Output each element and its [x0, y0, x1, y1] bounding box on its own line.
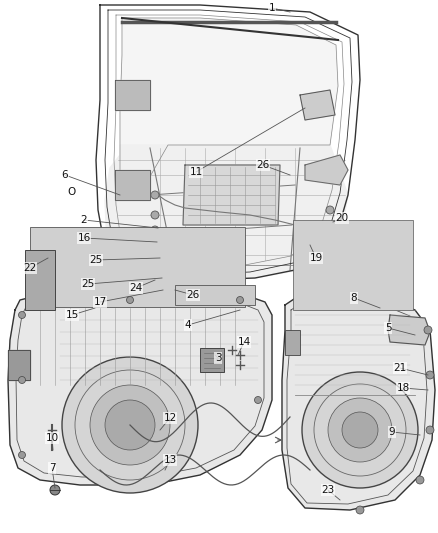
Circle shape [426, 371, 434, 379]
Circle shape [105, 400, 155, 450]
Text: 20: 20 [336, 213, 349, 223]
Text: 18: 18 [396, 383, 410, 393]
Text: 16: 16 [78, 233, 91, 243]
Text: 10: 10 [46, 433, 59, 443]
Polygon shape [388, 315, 430, 345]
Bar [25, 250, 55, 310]
Text: 3: 3 [215, 353, 221, 363]
Circle shape [18, 311, 25, 319]
Text: 8: 8 [351, 293, 357, 303]
Circle shape [62, 357, 198, 493]
Bar [285, 330, 300, 355]
Circle shape [151, 191, 159, 199]
Text: 17: 17 [93, 297, 106, 307]
Circle shape [426, 426, 434, 434]
Text: 25: 25 [89, 255, 102, 265]
Circle shape [127, 296, 134, 303]
Text: O: O [67, 187, 75, 197]
Text: 15: 15 [65, 310, 79, 320]
Polygon shape [300, 90, 335, 120]
Circle shape [237, 296, 244, 303]
Circle shape [356, 506, 364, 514]
Bar [293, 220, 413, 310]
Text: 11: 11 [189, 167, 203, 177]
Circle shape [18, 451, 25, 458]
Circle shape [302, 372, 418, 488]
Polygon shape [105, 145, 348, 280]
Text: 7: 7 [49, 463, 55, 473]
Text: 21: 21 [393, 363, 406, 373]
Circle shape [321, 231, 329, 239]
Circle shape [424, 326, 432, 334]
Text: 22: 22 [23, 263, 37, 273]
Polygon shape [115, 170, 150, 200]
Circle shape [328, 398, 392, 462]
Polygon shape [120, 18, 338, 190]
Text: 13: 13 [163, 455, 177, 465]
Polygon shape [8, 350, 30, 380]
Circle shape [151, 244, 159, 252]
Bar [200, 348, 224, 372]
Text: 9: 9 [389, 427, 396, 437]
Circle shape [326, 206, 334, 214]
Bar [45, 230, 100, 275]
Polygon shape [115, 230, 150, 260]
Text: 26: 26 [256, 160, 270, 170]
Circle shape [342, 412, 378, 448]
Text: 24: 24 [129, 283, 143, 293]
Bar [175, 285, 255, 305]
Text: 23: 23 [321, 485, 335, 495]
Circle shape [90, 385, 170, 465]
Text: 19: 19 [309, 253, 323, 263]
Text: 25: 25 [81, 279, 95, 289]
Polygon shape [183, 165, 280, 225]
Circle shape [416, 476, 424, 484]
Text: 4: 4 [185, 320, 191, 330]
Polygon shape [165, 243, 185, 252]
Text: 14: 14 [237, 337, 251, 347]
Text: 6: 6 [62, 170, 68, 180]
Text: 5: 5 [385, 323, 391, 333]
Polygon shape [305, 155, 348, 185]
Polygon shape [282, 295, 435, 510]
Circle shape [18, 376, 25, 384]
Text: 1: 1 [268, 3, 276, 13]
Circle shape [50, 485, 60, 495]
Circle shape [254, 397, 261, 403]
Bar [30, 227, 245, 307]
Circle shape [151, 211, 159, 219]
Text: 2: 2 [81, 215, 87, 225]
Text: 26: 26 [187, 290, 200, 300]
Circle shape [151, 226, 159, 234]
Polygon shape [8, 295, 272, 485]
Polygon shape [115, 80, 150, 110]
Text: 12: 12 [163, 413, 177, 423]
